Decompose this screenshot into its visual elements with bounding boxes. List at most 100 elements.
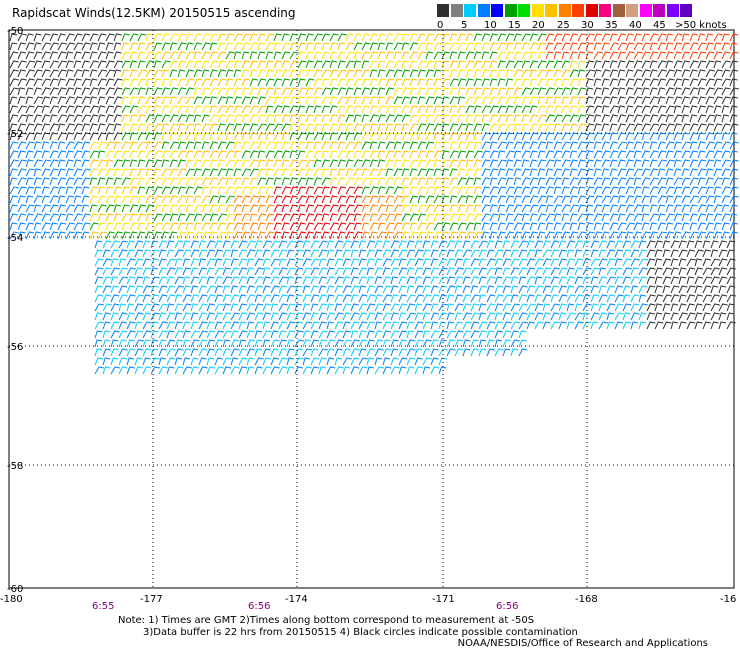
wind-barb	[110, 312, 119, 321]
wind-barb	[657, 159, 668, 168]
wind-barb	[105, 69, 116, 78]
wind-barb	[641, 204, 650, 213]
wind-barb	[137, 132, 147, 141]
wind-barb	[334, 339, 344, 348]
wind-barb	[537, 231, 546, 240]
wind-barb	[401, 204, 411, 213]
wind-barb	[198, 276, 208, 285]
wind-barb	[665, 186, 675, 195]
wind-barb	[318, 240, 328, 249]
wind-barb	[617, 42, 628, 51]
wind-barb	[97, 195, 107, 204]
wind-barb	[393, 195, 404, 204]
wind-barb	[289, 195, 298, 204]
wind-barb	[558, 285, 567, 294]
wind-barb	[209, 132, 218, 141]
wind-barb	[414, 321, 424, 330]
wind-barb	[158, 339, 167, 348]
wind-barb	[134, 267, 143, 276]
legend-swatch	[437, 4, 449, 17]
wind-barb	[326, 348, 335, 357]
wind-barb	[281, 186, 291, 195]
wind-barb	[585, 204, 594, 213]
wind-barb	[561, 222, 571, 231]
wind-barb	[497, 42, 507, 51]
wind-barb	[662, 321, 672, 330]
wind-barb	[129, 186, 138, 195]
wind-barb	[201, 222, 211, 231]
wind-barb	[201, 177, 211, 186]
wind-barb	[345, 87, 354, 96]
wind-barb	[233, 69, 242, 78]
wind-barb	[329, 141, 338, 150]
wind-barb	[137, 195, 146, 204]
wind-barb	[161, 42, 171, 51]
wind-barb	[153, 114, 163, 123]
wind-barb	[497, 222, 506, 231]
wind-barb	[521, 231, 531, 240]
wind-barb	[470, 276, 480, 285]
wind-barb	[65, 42, 75, 51]
legend-swatch	[477, 4, 490, 17]
wind-barb	[273, 150, 283, 159]
wind-barb	[361, 114, 370, 123]
wind-barb	[257, 222, 266, 231]
wind-barb	[134, 240, 144, 249]
wind-barb	[377, 213, 388, 222]
wind-barb	[121, 96, 130, 105]
wind-barb	[462, 249, 473, 258]
wind-barb	[729, 105, 738, 114]
wind-barb	[129, 159, 138, 168]
wind-barb	[310, 267, 320, 276]
wind-barb	[185, 132, 196, 141]
wind-barb	[113, 222, 122, 231]
wind-barb	[441, 33, 451, 42]
wind-barb	[49, 168, 59, 177]
wind-barb	[254, 330, 263, 339]
wind-barb	[137, 222, 146, 231]
wind-barb	[374, 249, 383, 258]
wind-barb	[609, 186, 619, 195]
wind-barb	[265, 177, 274, 186]
wind-barb	[262, 276, 271, 285]
wind-barb	[649, 42, 658, 51]
wind-barb	[673, 78, 683, 87]
wind-barb	[729, 69, 739, 78]
wind-barb	[550, 285, 559, 294]
wind-barb	[702, 303, 711, 312]
wind-barb	[289, 204, 298, 213]
wind-barb	[689, 78, 699, 87]
wind-barb	[457, 159, 467, 168]
wind-barb	[545, 105, 554, 114]
wind-barb	[113, 204, 122, 213]
wind-barb	[265, 69, 275, 78]
wind-barb	[438, 321, 447, 330]
wind-barb	[425, 42, 434, 51]
wind-barb	[185, 222, 194, 231]
wind-barb	[150, 249, 160, 258]
wind-barb	[241, 114, 250, 123]
wind-barb	[214, 357, 223, 366]
wind-barb	[513, 222, 523, 231]
wind-barb	[545, 132, 554, 141]
wind-barb	[374, 330, 383, 339]
wind-barb	[697, 60, 707, 69]
wind-barb	[673, 123, 682, 132]
wind-barb	[670, 240, 680, 249]
wind-barb	[489, 159, 499, 168]
wind-barb	[249, 42, 259, 51]
wind-barb	[110, 258, 119, 267]
wind-barb	[334, 312, 344, 321]
wind-barb	[9, 78, 19, 87]
wind-barb	[289, 105, 299, 114]
wind-barb	[305, 69, 314, 78]
wind-barb	[561, 231, 571, 240]
wind-barb	[457, 132, 467, 141]
wind-barb	[289, 78, 299, 87]
wind-barb	[489, 42, 499, 51]
wind-barb	[537, 132, 547, 141]
wind-barb	[41, 195, 50, 204]
wind-barb	[657, 177, 667, 186]
wind-barb	[289, 177, 298, 186]
wind-barb	[17, 42, 27, 51]
